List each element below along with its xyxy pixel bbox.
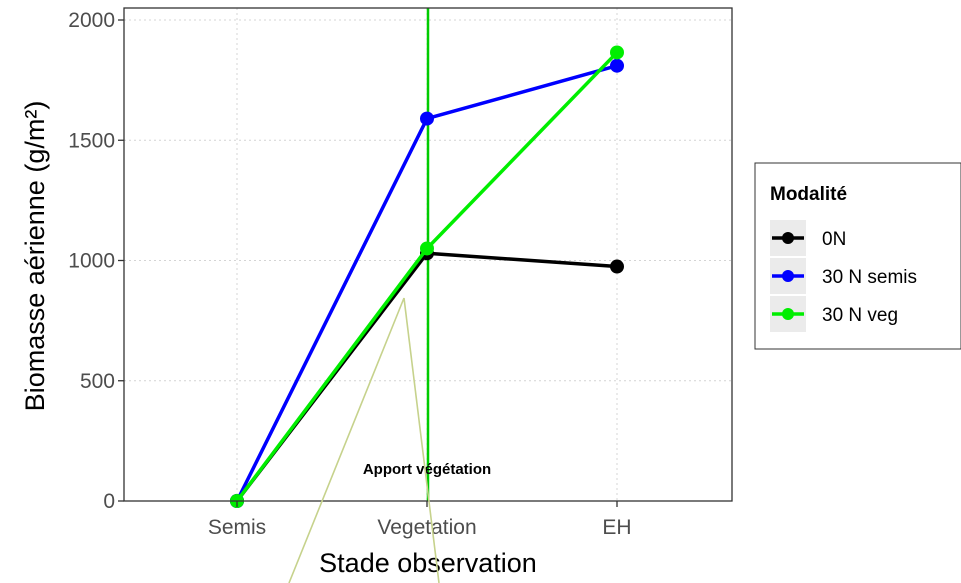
legend-key-point-0 [782,232,794,244]
x-tick-label-1: Vegetation [377,516,476,539]
legend: Modalité 0N 30 N semis 30 N veg [754,162,961,350]
plot-panel-border [123,7,733,502]
data-point-2-1 [420,241,434,256]
y-tick-label-1: 500 [80,370,115,393]
x-axis-title: Stade observation [319,548,537,578]
data-point-0-2 [610,259,624,274]
legend-label-1: 30 N semis [822,267,917,288]
callout-lines [288,297,440,583]
callout-line-left [288,297,405,583]
legend-key-point-1 [782,270,794,282]
y-axis-title: Biomasse aérienne (g/m²) [20,101,50,412]
x-tick-label-2: EH [602,516,631,539]
x-axis-ticks: Semis Vegetation EH [208,501,632,539]
legend-items: 0N 30 N semis 30 N veg [770,220,917,332]
y-tick-label-3: 1500 [68,129,115,152]
callout-line-right [403,297,440,583]
annotation-label: Apport végétation [363,461,491,478]
data-point-1-1 [420,111,434,126]
legend-title: Modalité [770,184,847,205]
x-tick-label-0: Semis [208,516,266,539]
legend-label-2: 30 N veg [822,305,898,326]
y-tick-label-4: 2000 [68,9,115,32]
y-tick-label-0: 0 [103,490,115,513]
y-axis-ticks: 0 500 1000 1500 2000 [68,9,124,513]
data-point-1-2 [610,58,624,73]
legend-label-0: 0N [822,229,846,250]
y-tick-label-2: 1000 [68,250,115,273]
legend-key-point-2 [782,308,794,320]
data-point-2-2 [610,45,624,60]
